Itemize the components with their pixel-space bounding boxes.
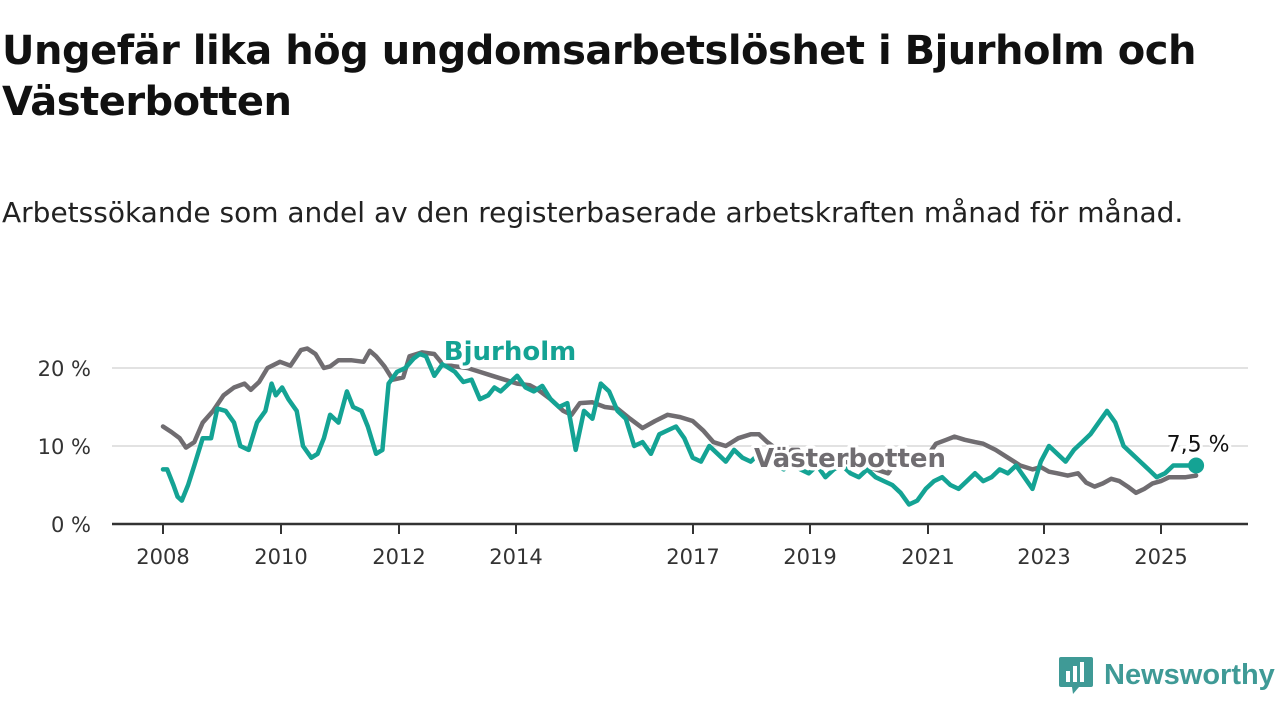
x-tick-label: 2021 xyxy=(901,545,954,569)
axes: 0 % 10 % 20 % 2008 2010 2012 2014 2017 2019 2021 2… xyxy=(38,357,1248,569)
series-labels: 7,5 % Västerbotten Bjurholm xyxy=(440,334,1232,478)
series-lines xyxy=(160,346,1205,507)
y-tick-label: 20 % xyxy=(38,357,91,381)
series-label-bjurholm: Bjurholm xyxy=(444,337,576,367)
x-tick-label: 2014 xyxy=(489,545,542,569)
x-tick-label: 2017 xyxy=(666,545,719,569)
y-tick-label: 10 % xyxy=(38,435,91,459)
newsworthy-logo-icon xyxy=(1059,657,1093,694)
series-line-bjurholm xyxy=(160,351,1199,507)
x-tick-label: 2019 xyxy=(783,545,836,569)
series-line-västerbotten xyxy=(160,346,1199,496)
x-tick-label: 2025 xyxy=(1134,545,1187,569)
chart-subtitle: Arbetssökande som andel av den registerb… xyxy=(2,196,1184,229)
chart-title: Ungefär lika hög ungdomsarbetslöshet i B… xyxy=(2,28,1196,125)
series-label-västerbotten: Västerbotten xyxy=(754,444,946,474)
end-value-label: 7,5 % xyxy=(1167,433,1230,458)
x-tick-label: 2010 xyxy=(254,545,307,569)
logo-text: Newsworthy xyxy=(1104,658,1275,691)
x-tick-label: 2012 xyxy=(372,545,425,569)
end-point-marker xyxy=(1188,457,1205,474)
newsworthy-logo: Newsworthy xyxy=(1058,654,1275,696)
x-tick-label: 2023 xyxy=(1017,545,1070,569)
x-tick-label: 2008 xyxy=(136,545,189,569)
y-tick-label: 0 % xyxy=(51,513,91,537)
